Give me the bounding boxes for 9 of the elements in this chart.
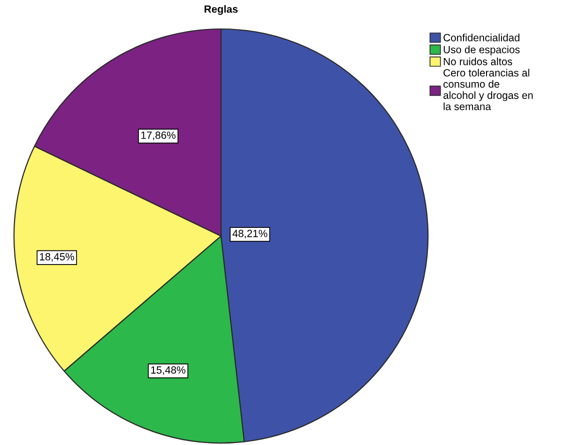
data-label: 48,21% <box>232 230 268 238</box>
legend-label: No ruidos altos <box>444 58 512 66</box>
chart-title: Reglas <box>204 5 238 15</box>
legend-label: Confidencialidad <box>444 34 520 42</box>
legend-label: Uso de espacios <box>444 46 520 56</box>
data-label: 18,45% <box>40 253 74 262</box>
data-label: 15,48% <box>151 366 186 375</box>
data-label: 17,86% <box>141 132 176 140</box>
legend-label: Cero tolerancias al consumo de alcohol y drogas en la semana <box>443 68 533 110</box>
